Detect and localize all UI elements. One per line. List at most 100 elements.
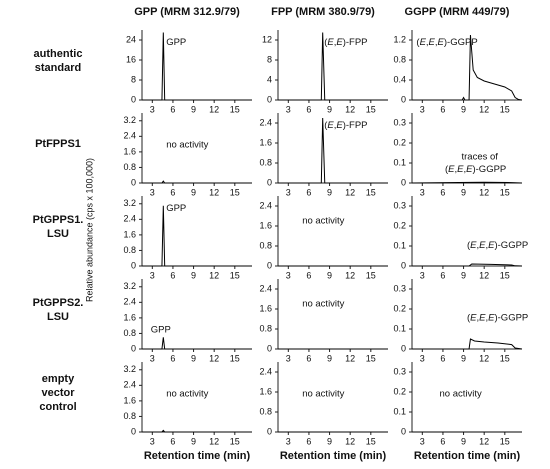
y-tick-label: 0 — [401, 426, 406, 436]
row-label: empty — [42, 373, 75, 385]
y-tick-label: 0 — [401, 260, 406, 270]
y-tick-label: 0.2 — [393, 386, 406, 396]
x-tick-label: 15 — [500, 187, 510, 197]
row-label: control — [39, 401, 76, 413]
x-tick-label: 6 — [170, 187, 175, 197]
x-tick-label: 6 — [306, 104, 311, 114]
x-tick-label: 12 — [479, 187, 489, 197]
y-tick-label: 3.2 — [123, 281, 136, 291]
x-tick-label: 3 — [286, 270, 291, 280]
x-tick-label: 9 — [327, 436, 332, 446]
x-tick-label: 15 — [500, 353, 510, 363]
trace — [142, 180, 252, 184]
y-tick-label: 0.8 — [123, 328, 136, 338]
y-tick-label: 0.8 — [123, 245, 136, 255]
y-tick-label: 1.6 — [259, 303, 272, 313]
x-tick-label: 12 — [345, 270, 355, 280]
annotation: (E,E)-FPP — [324, 36, 367, 47]
x-tick-label: 9 — [327, 187, 332, 197]
trace — [278, 117, 388, 184]
trace — [411, 181, 523, 184]
trace — [412, 338, 523, 350]
x-tick-label: 15 — [366, 187, 376, 197]
y-tick-label: 0.1 — [393, 157, 406, 167]
x-tick-label: 3 — [150, 353, 155, 363]
y-tick-label: 0 — [267, 177, 272, 187]
y-tick-label: 0.3 — [393, 117, 406, 127]
x-tick-label: 12 — [345, 353, 355, 363]
y-tick-label: 0.1 — [393, 323, 406, 333]
x-tick-label: 3 — [150, 104, 155, 114]
annotation: no activity — [302, 298, 344, 309]
x-tick-label: 9 — [191, 436, 196, 446]
x-tick-label: 15 — [500, 436, 510, 446]
y-tick-label: 1.6 — [123, 146, 136, 156]
annotation: (E,E,E)-GGPP — [445, 164, 506, 175]
x-tick-label: 12 — [345, 187, 355, 197]
x-tick-label: 15 — [500, 270, 510, 280]
y-tick-label: 1.6 — [123, 395, 136, 405]
x-tick-label: 15 — [366, 104, 376, 114]
y-tick-label: 8 — [267, 54, 272, 64]
trace — [412, 34, 523, 101]
x-tick-label: 3 — [420, 187, 425, 197]
annotation: (E,E,E)-GGPP — [467, 312, 528, 323]
x-tick-label: 3 — [420, 104, 425, 114]
x-tick-label: 12 — [209, 187, 219, 197]
row-label: PtGPPS1. — [33, 214, 84, 226]
annotation: no activity — [302, 215, 344, 226]
x-tick-label: 15 — [366, 436, 376, 446]
annotation: no activity — [166, 139, 208, 150]
y-tick-label: 0 — [267, 426, 272, 436]
y-tick-label: 0 — [401, 343, 406, 353]
x-tick-label: 15 — [230, 187, 240, 197]
y-tick-label: 0.4 — [393, 74, 406, 84]
annotation: (E,E,E)-GGPP — [467, 240, 528, 251]
annotation: (E,E,E)-GGPP — [416, 36, 477, 47]
y-tick-label: 2.4 — [123, 131, 136, 141]
y-tick-label: 2.4 — [259, 200, 272, 210]
annotation: no activity — [440, 388, 482, 399]
annotation: GPP — [166, 36, 186, 47]
x-tick-label: 9 — [461, 270, 466, 280]
x-tick-label: 6 — [170, 436, 175, 446]
x-tick-label: 12 — [209, 436, 219, 446]
x-tick-label: 9 — [461, 353, 466, 363]
x-tick-label: 3 — [286, 104, 291, 114]
y-tick-label: 0 — [131, 343, 136, 353]
y-tick-label: 1.6 — [123, 312, 136, 322]
x-tick-label: 6 — [440, 436, 445, 446]
x-tick-label: 15 — [366, 270, 376, 280]
x-tick-label: 3 — [286, 436, 291, 446]
y-tick-label: 0.8 — [259, 323, 272, 333]
y-tick-label: 1.2 — [393, 34, 406, 44]
trace — [142, 337, 252, 350]
y-tick-label: 0.3 — [393, 200, 406, 210]
x-tick-label: 3 — [420, 436, 425, 446]
x-tick-label: 15 — [230, 353, 240, 363]
y-tick-label: 2.4 — [259, 117, 272, 127]
x-tick-label: 15 — [230, 436, 240, 446]
x-tick-label: 6 — [306, 353, 311, 363]
y-tick-label: 16 — [126, 54, 136, 64]
x-tick-label: 9 — [327, 104, 332, 114]
y-tick-label: 0.3 — [393, 366, 406, 376]
y-tick-label: 0 — [267, 94, 272, 104]
y-tick-label: 4 — [267, 74, 272, 84]
x-tick-label: 6 — [440, 353, 445, 363]
y-axis-label: Relative abundance (cps x 100,000) — [84, 158, 94, 302]
y-tick-label: 0 — [131, 177, 136, 187]
x-tick-label: 15 — [230, 270, 240, 280]
x-tick-label: 6 — [306, 436, 311, 446]
y-tick-label: 0.1 — [393, 240, 406, 250]
y-tick-label: 0.8 — [259, 157, 272, 167]
x-tick-label: 12 — [209, 353, 219, 363]
row-label: standard — [35, 62, 81, 74]
x-tick-label: 12 — [479, 104, 489, 114]
x-tick-label: 3 — [420, 353, 425, 363]
x-tick-label: 9 — [191, 104, 196, 114]
x-tick-label: 9 — [461, 187, 466, 197]
x-tick-label: 6 — [440, 104, 445, 114]
x-tick-label: 12 — [479, 270, 489, 280]
